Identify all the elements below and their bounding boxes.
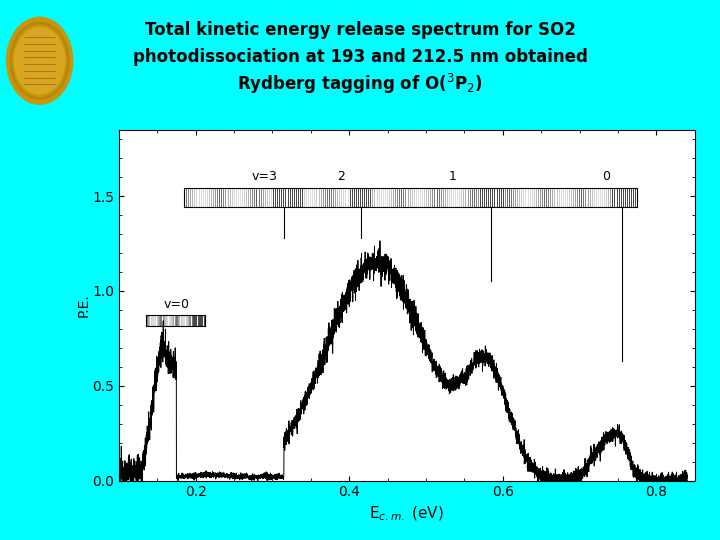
- Text: photodissociation at 193 and 212.5 nm obtained: photodissociation at 193 and 212.5 nm ob…: [132, 48, 588, 66]
- Text: 0: 0: [603, 170, 611, 183]
- Text: v=3: v=3: [252, 170, 278, 183]
- Ellipse shape: [6, 17, 73, 104]
- Text: Total kinetic energy release spectrum for SO2: Total kinetic energy release spectrum fo…: [145, 21, 575, 39]
- Ellipse shape: [14, 28, 65, 94]
- Text: v=0: v=0: [163, 298, 189, 311]
- Bar: [184, 188, 637, 207]
- Text: 2: 2: [338, 170, 346, 183]
- Y-axis label: P.E.: P.E.: [76, 293, 91, 317]
- Text: 1: 1: [449, 170, 456, 183]
- Bar: [145, 315, 204, 326]
- X-axis label: E$_{c.m.}$ (eV): E$_{c.m.}$ (eV): [369, 505, 444, 523]
- Text: Rydberg tagging of O($^3$P$_2$): Rydberg tagging of O($^3$P$_2$): [238, 72, 482, 96]
